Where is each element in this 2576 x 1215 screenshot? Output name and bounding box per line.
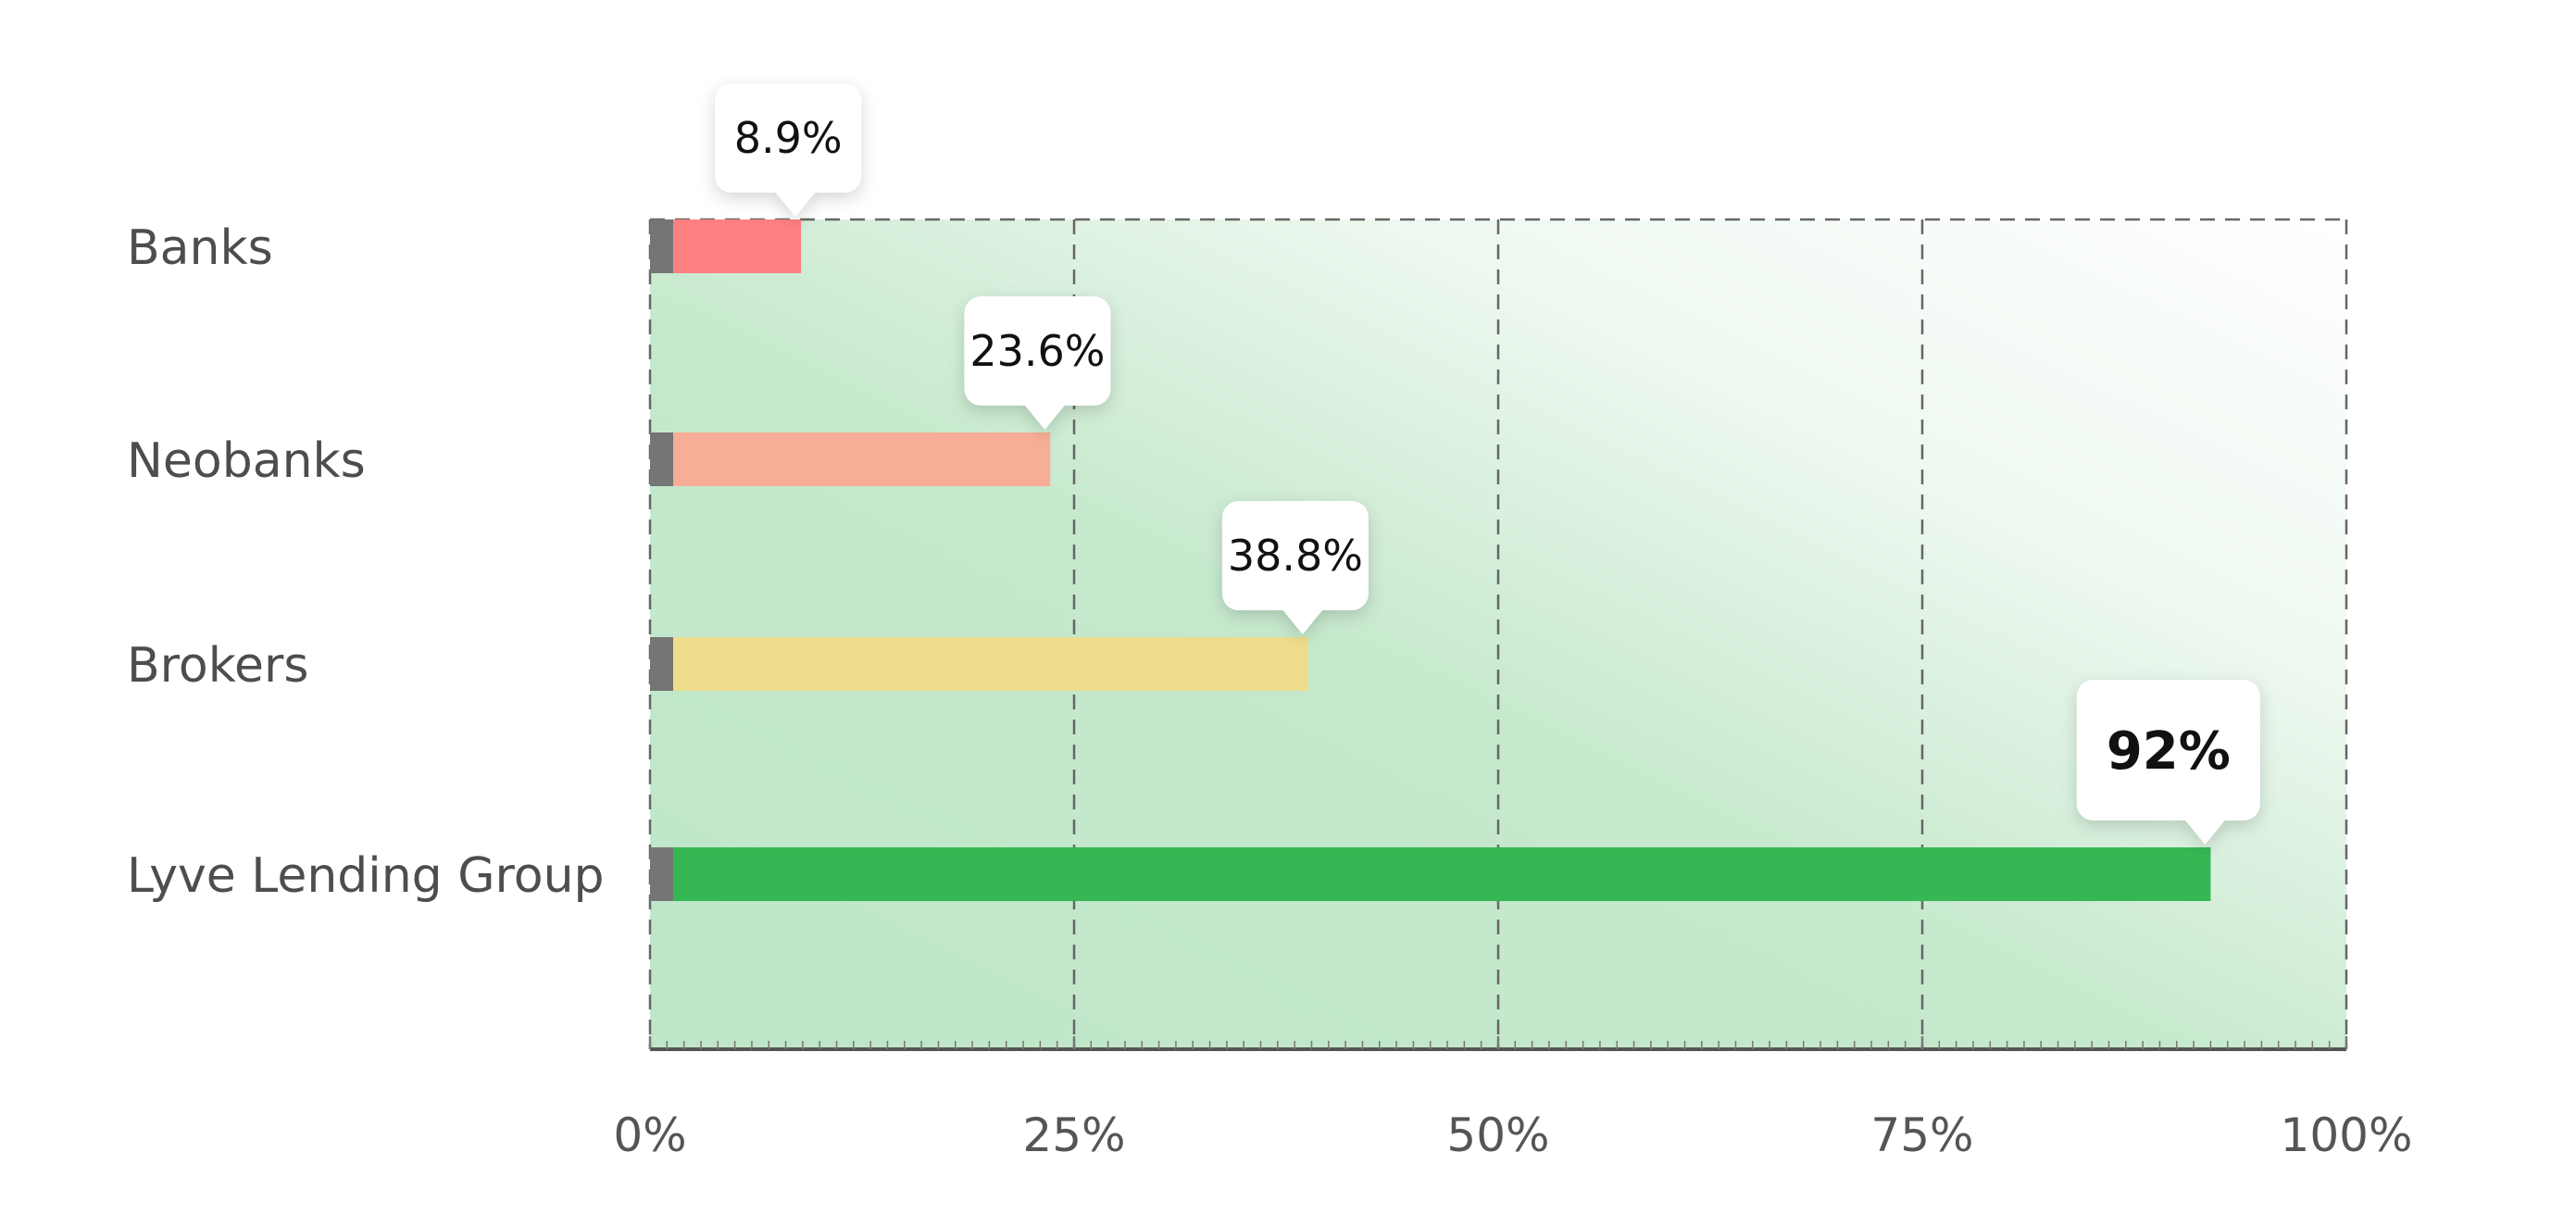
callout-pointer [2184,820,2226,845]
category-label: Brokers [127,638,308,694]
bar-start-stub [650,847,673,901]
bar-banks [650,219,802,273]
bar-start-stub [650,637,673,691]
callout-box [964,296,1111,406]
x-tick-label: 0% [613,1109,686,1162]
bar-lyve-lending-group [650,847,2211,901]
bar-brokers [650,637,1308,691]
category-label: Banks [127,220,273,276]
callout-box [2076,680,2260,820]
callout-pointer [775,192,817,217]
value-callout [715,83,862,217]
value-callout [964,296,1111,430]
category-label: Neobanks [127,433,366,489]
bar-start-stub [650,219,673,273]
callout-pointer [1024,405,1066,430]
value-label: 38.8% [1228,531,1363,581]
callout-pointer [1282,609,1323,634]
value-label: 23.6% [969,326,1105,376]
x-tick-label: 50% [1446,1109,1549,1162]
value-label: 92% [2107,721,2231,782]
bar-neobanks [650,432,1051,486]
x-tick-label: 75% [1870,1109,1973,1162]
callout-box [1221,501,1369,610]
x-tick-label: 100% [2281,1109,2413,1162]
value-callout [1221,501,1369,634]
category-label: Lyve Lending Group [127,848,605,904]
bar-start-stub [650,432,673,486]
value-label: 8.9% [734,113,843,163]
x-tick-label: 25% [1022,1109,1125,1162]
x-axis-minor-ticks [648,1036,2348,1049]
callout-box [715,83,862,193]
value-callout [2076,680,2260,845]
